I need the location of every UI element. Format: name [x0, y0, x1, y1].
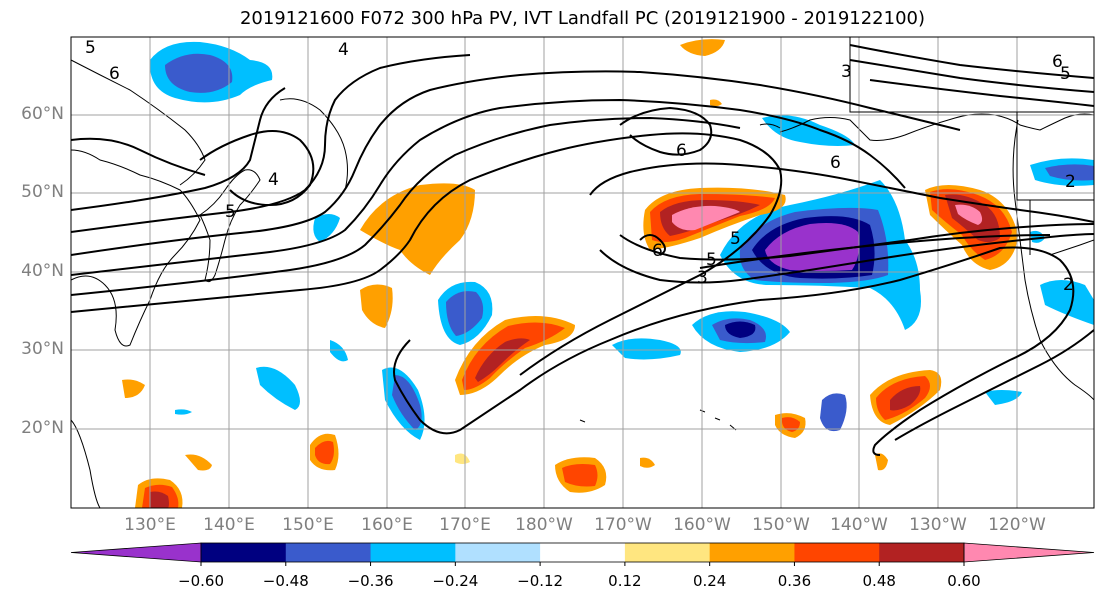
colorbar-tick-label: 0.60 [947, 572, 981, 590]
ivt-contours [71, 44, 1094, 456]
lon-label-140e: 140°E [203, 515, 255, 535]
lon-label-180w: 180°W [515, 515, 573, 535]
colorbar-swatch [624, 543, 711, 562]
lat-label-50n: 50°N [21, 182, 64, 202]
contour-label: 6 [830, 153, 841, 173]
contour-label: 6 [109, 64, 120, 84]
contour-label: 3 [841, 62, 852, 82]
lat-label-60n: 60°N [21, 104, 64, 124]
map-frame [70, 36, 1095, 509]
contour-label: 6 [652, 241, 663, 261]
lat-label-30n: 30°N [21, 339, 64, 359]
graticule [71, 37, 1094, 508]
lon-label-150w: 150°W [752, 515, 810, 535]
colorbar-swatch [370, 543, 456, 562]
lon-label-160w: 160°W [673, 515, 731, 535]
colorbar-tick-label: 0.48 [862, 572, 896, 590]
lon-label-170w: 170°W [594, 515, 652, 535]
colorbar-tick-label: 0.24 [692, 572, 727, 590]
map-title: 2019121600 F072 300 hPa PV, IVT Landfall… [239, 8, 926, 29]
contour-label: 2 [1063, 275, 1074, 295]
contour-label: 4 [338, 40, 349, 60]
colorbar-extend-max [963, 542, 1095, 563]
colorbar-swatch [455, 543, 541, 562]
contour-label: 6 [676, 141, 687, 161]
contour-label: 5 [85, 38, 96, 58]
contour-label: 5 [706, 250, 717, 270]
lon-label-160e: 160°E [361, 515, 413, 535]
colorbar-tick-label: 0.36 [777, 572, 812, 590]
colorbar [70, 542, 1095, 566]
colorbar-swatch [794, 543, 880, 562]
lon-label-130e: 130°E [124, 515, 176, 535]
lat-label-20n: 20°N [21, 418, 64, 438]
colorbar-swatch [879, 543, 965, 562]
contour-label: 3 [697, 268, 708, 288]
lat-label-40n: 40°N [21, 261, 64, 281]
contour-label: 5 [1060, 64, 1071, 84]
lon-label-150e: 150°E [282, 515, 334, 535]
colorbar-tick-label: −0.24 [432, 572, 479, 590]
contour-label: 2 [1065, 172, 1076, 192]
lon-label-140w: 140°W [830, 515, 888, 535]
colorbar-swatch [201, 543, 287, 562]
contour-label: 5 [225, 202, 236, 222]
lon-label-170e: 170°E [439, 515, 491, 535]
colorbar-swatch [540, 543, 626, 562]
colorbar-extend-min [70, 542, 202, 563]
colorbar-tick-label: −0.60 [178, 572, 224, 590]
colorbar-frame [200, 542, 965, 563]
colorbar-tick-label: −0.12 [517, 572, 564, 590]
contour-label: 5 [730, 229, 741, 249]
contour-label: 4 [268, 170, 279, 190]
colorbar-swatch [709, 543, 795, 562]
contour-label: 6 [1052, 52, 1063, 72]
colorbar-tick-label: −0.36 [347, 572, 394, 590]
colorbar-tick-label: −0.48 [262, 572, 309, 590]
colorbar-tick-label: 0.12 [608, 572, 642, 590]
colorbar-swatch [285, 543, 372, 562]
lon-label-130w: 130°W [909, 515, 967, 535]
lon-label-120w: 120°W [988, 515, 1046, 535]
